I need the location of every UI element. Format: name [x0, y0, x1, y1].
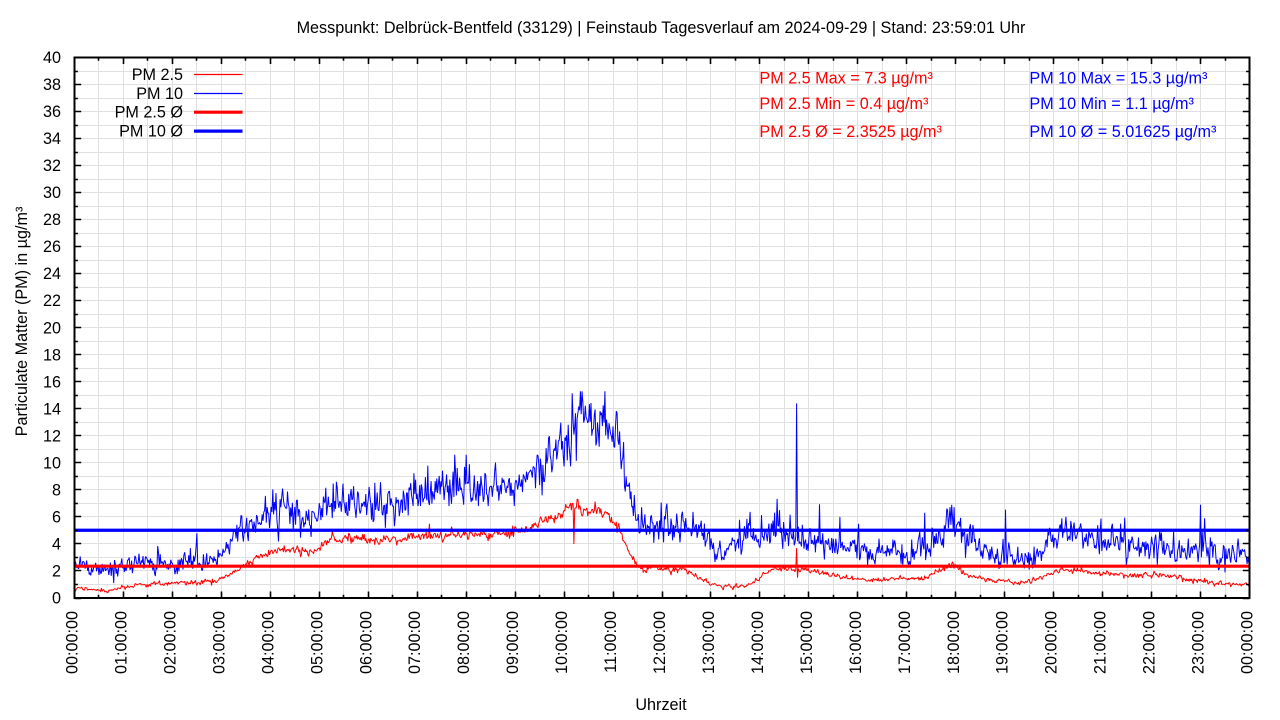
svg-text:16:00:00: 16:00:00 — [847, 611, 865, 674]
svg-text:19:00:00: 19:00:00 — [994, 611, 1012, 674]
svg-text:20:00:00: 20:00:00 — [1043, 611, 1061, 674]
svg-text:05:00:00: 05:00:00 — [308, 611, 326, 674]
svg-text:00:00:00: 00:00:00 — [64, 611, 82, 674]
svg-text:09:00:00: 09:00:00 — [504, 611, 522, 674]
svg-text:12: 12 — [43, 427, 61, 445]
svg-text:8: 8 — [52, 481, 61, 499]
svg-text:22:00:00: 22:00:00 — [1141, 611, 1159, 674]
svg-text:01:00:00: 01:00:00 — [112, 611, 130, 674]
svg-text:22: 22 — [43, 292, 61, 310]
svg-text:PM 2.5 Max = 7.3 µg/m³: PM 2.5 Max = 7.3 µg/m³ — [759, 69, 933, 87]
svg-text:PM 2.5 Min = 0.4 µg/m³: PM 2.5 Min = 0.4 µg/m³ — [759, 95, 929, 113]
svg-text:10: 10 — [43, 454, 61, 472]
svg-text:08:00:00: 08:00:00 — [455, 611, 473, 674]
svg-text:PM 10 Min = 1.1 µg/m³: PM 10 Min = 1.1 µg/m³ — [1029, 95, 1194, 113]
svg-text:28: 28 — [43, 211, 61, 229]
svg-text:Uhrzeit: Uhrzeit — [635, 696, 687, 714]
svg-text:34: 34 — [43, 130, 61, 148]
svg-text:PM 10 Max = 15.3 µg/m³: PM 10 Max = 15.3 µg/m³ — [1029, 69, 1208, 87]
svg-text:04:00:00: 04:00:00 — [259, 611, 277, 674]
svg-text:21:00:00: 21:00:00 — [1092, 611, 1110, 674]
svg-text:PM 10 Ø = 5.01625 µg/m³: PM 10 Ø = 5.01625 µg/m³ — [1029, 123, 1217, 141]
svg-text:00:00:00: 00:00:00 — [1239, 611, 1257, 674]
svg-text:0: 0 — [52, 590, 61, 608]
svg-text:02:00:00: 02:00:00 — [161, 611, 179, 674]
svg-text:07:00:00: 07:00:00 — [406, 611, 424, 674]
svg-text:20: 20 — [43, 319, 61, 337]
svg-text:40: 40 — [43, 49, 61, 67]
svg-text:2: 2 — [52, 562, 61, 580]
svg-text:10:00:00: 10:00:00 — [553, 611, 571, 674]
svg-text:PM 10: PM 10 — [136, 85, 183, 103]
svg-text:PM 2.5: PM 2.5 — [132, 66, 183, 84]
svg-text:6: 6 — [52, 508, 61, 526]
svg-text:26: 26 — [43, 238, 61, 256]
svg-text:PM 10 Ø: PM 10 Ø — [119, 123, 183, 141]
svg-text:18:00:00: 18:00:00 — [945, 611, 963, 674]
svg-text:Messpunkt: Delbrück-Bentfeld (: Messpunkt: Delbrück-Bentfeld (33129) | F… — [297, 19, 1026, 37]
svg-text:06:00:00: 06:00:00 — [357, 611, 375, 674]
svg-text:18: 18 — [43, 346, 61, 364]
svg-text:16: 16 — [43, 373, 61, 391]
svg-text:23:00:00: 23:00:00 — [1190, 611, 1208, 674]
svg-text:12:00:00: 12:00:00 — [651, 611, 669, 674]
svg-text:11:00:00: 11:00:00 — [602, 611, 620, 673]
svg-text:13:00:00: 13:00:00 — [700, 611, 718, 674]
svg-text:17:00:00: 17:00:00 — [896, 611, 914, 674]
svg-text:36: 36 — [43, 103, 61, 121]
svg-text:Particulate Matter (PM) in µg/: Particulate Matter (PM) in µg/m³ — [13, 206, 31, 436]
svg-text:4: 4 — [52, 535, 61, 553]
svg-text:32: 32 — [43, 157, 61, 175]
svg-text:30: 30 — [43, 184, 61, 202]
svg-text:14: 14 — [43, 400, 61, 418]
svg-text:PM 2.5 Ø = 2.3525 µg/m³: PM 2.5 Ø = 2.3525 µg/m³ — [759, 123, 942, 141]
svg-text:15:00:00: 15:00:00 — [798, 611, 816, 674]
svg-text:24: 24 — [43, 265, 61, 283]
svg-text:38: 38 — [43, 76, 61, 94]
svg-text:14:00:00: 14:00:00 — [749, 611, 767, 674]
svg-text:PM 2.5 Ø: PM 2.5 Ø — [115, 104, 184, 122]
svg-text:03:00:00: 03:00:00 — [210, 611, 228, 674]
